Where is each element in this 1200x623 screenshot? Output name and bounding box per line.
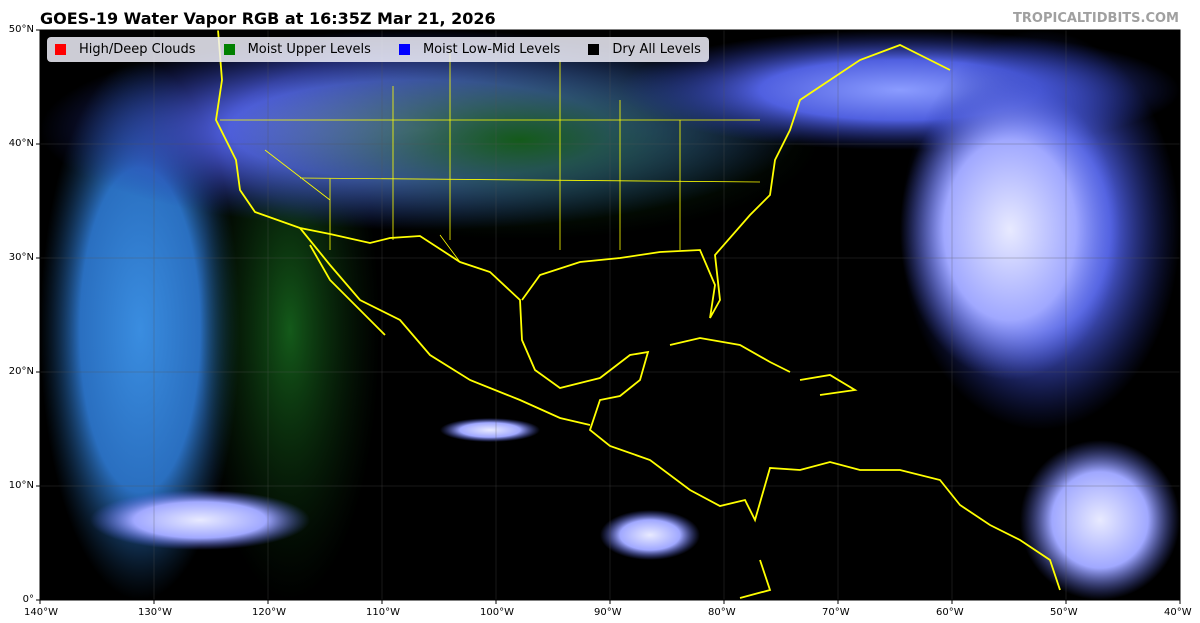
lon-tick-label: 140°W <box>24 607 58 618</box>
legend-item-dry: Dry All Levels <box>588 42 701 57</box>
lat-tick-label: 20°N <box>8 366 34 377</box>
legend-label: High/Deep Clouds <box>79 42 196 57</box>
legend-item-high-deep-clouds: High/Deep Clouds <box>55 42 196 57</box>
lon-tick-label: 60°W <box>936 607 964 618</box>
legend-label: Dry All Levels <box>612 42 701 57</box>
lon-tick-label: 90°W <box>594 607 622 618</box>
green-swatch-icon <box>223 44 235 55</box>
blue-swatch-icon <box>398 44 410 55</box>
lon-tick-label: 40°W <box>1164 607 1192 618</box>
black-swatch-icon <box>588 44 600 55</box>
legend-label: Moist Upper Levels <box>247 42 371 57</box>
lon-tick-label: 110°W <box>366 607 400 618</box>
red-swatch-icon <box>55 44 66 55</box>
axis-ticks <box>36 29 1181 604</box>
lon-tick-label: 70°W <box>822 607 850 618</box>
lat-tick-label: 40°N <box>8 138 34 149</box>
lat-tick-label: 30°N <box>8 252 34 263</box>
state-borders <box>220 50 761 263</box>
lat-tick-label: 10°N <box>8 480 34 491</box>
brand-watermark: TROPICALTIDBITS.COM <box>1013 11 1179 26</box>
coastlines <box>215 30 1061 599</box>
lon-tick-label: 80°W <box>708 607 736 618</box>
legend-item-moist-upper: Moist Upper Levels <box>223 42 371 57</box>
cloud-imagery <box>40 30 1180 600</box>
lon-tick-label: 130°W <box>138 607 172 618</box>
lon-tick-label: 120°W <box>252 607 286 618</box>
legend-label: Moist Low-Mid Levels <box>422 42 561 57</box>
map-title: GOES-19 Water Vapor RGB at 16:35Z Mar 21… <box>40 9 496 28</box>
lon-tick-label: 100°W <box>480 607 514 618</box>
lon-tick-label: 50°W <box>1050 607 1078 618</box>
lat-tick-label: 0° <box>22 594 34 605</box>
lat-tick-label: 50°N <box>8 24 34 35</box>
legend-item-moist-low-mid: Moist Low-Mid Levels <box>398 42 561 57</box>
legend: High/Deep Clouds Moist Upper Levels Mois… <box>47 37 709 62</box>
